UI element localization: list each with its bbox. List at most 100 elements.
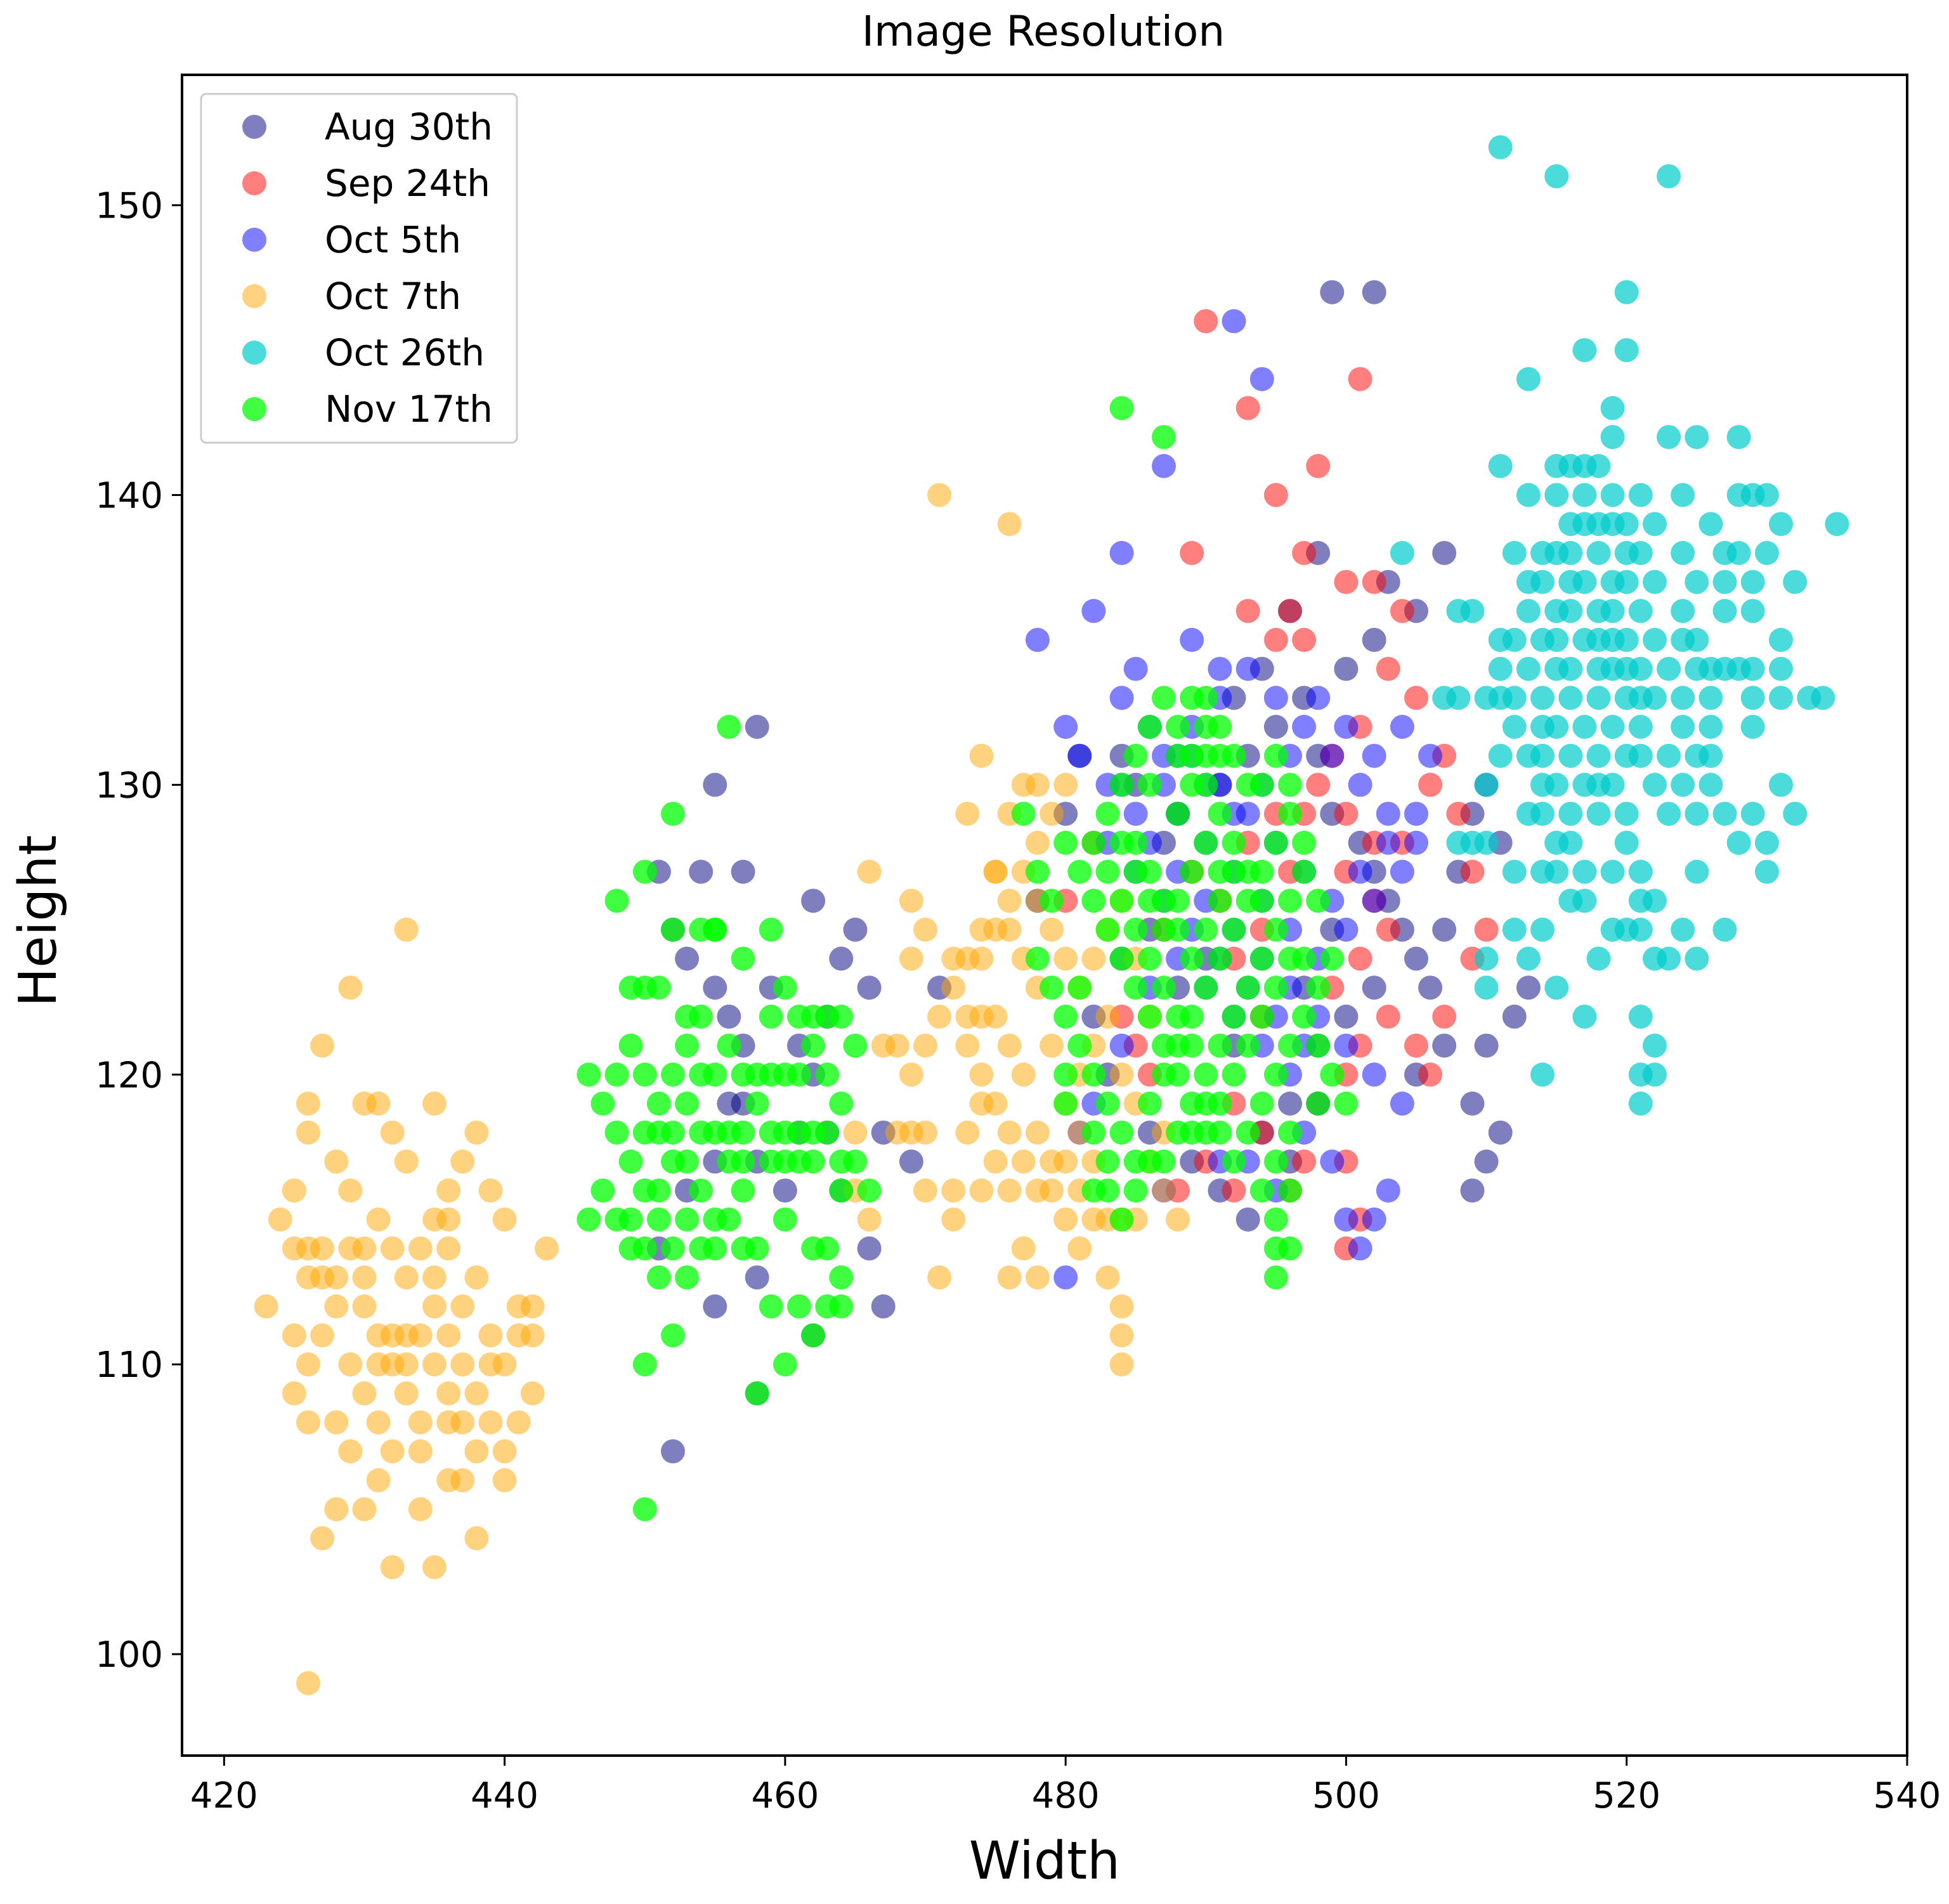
scatter-point <box>731 1178 755 1203</box>
scatter-point <box>1712 570 1737 594</box>
scatter-point <box>1544 859 1569 884</box>
scatter-point <box>1432 540 1457 565</box>
scatter-point <box>703 1294 727 1319</box>
scatter-point <box>1657 743 1681 768</box>
scatter-point <box>1263 1207 1288 1232</box>
scatter-point <box>1095 1149 1120 1174</box>
legend-marker <box>242 228 266 252</box>
scatter-point <box>745 1381 769 1405</box>
scatter-point <box>1474 773 1499 797</box>
scatter-point <box>1109 1323 1134 1348</box>
scatter-point <box>464 1381 489 1405</box>
scatter-point <box>1025 859 1050 884</box>
scatter-point <box>310 1265 335 1290</box>
scatter-point <box>1726 830 1751 855</box>
scatter-point <box>1516 656 1541 681</box>
scatter-point <box>1306 889 1331 913</box>
legend-item: Sep 24th <box>242 162 490 205</box>
scatter-point <box>815 1120 840 1145</box>
scatter-point <box>590 1178 615 1203</box>
scatter-point <box>380 1323 405 1348</box>
y-tick-label: 100 <box>95 1634 163 1676</box>
scatter-point <box>1572 1004 1597 1029</box>
scatter-point <box>1249 367 1274 391</box>
scatter-point <box>478 1178 503 1203</box>
scatter-point <box>661 1323 685 1348</box>
scatter-point <box>1040 1178 1064 1203</box>
scatter-point <box>1053 1207 1078 1232</box>
scatter-point <box>1334 1207 1359 1232</box>
scatter-point <box>1544 483 1569 507</box>
scatter-point <box>1572 338 1597 363</box>
scatter-point <box>1685 425 1709 450</box>
scatter-point <box>1263 686 1288 710</box>
scatter-point <box>1278 599 1302 623</box>
scatter-point <box>1109 540 1134 565</box>
scatter-point <box>632 1352 657 1377</box>
scatter-point <box>520 1381 545 1405</box>
scatter-point <box>1306 1092 1331 1116</box>
scatter-point <box>338 975 363 1000</box>
scatter-point <box>436 1323 461 1348</box>
scatter-point <box>1194 975 1218 1000</box>
scatter-point <box>661 802 685 826</box>
scatter-point <box>1235 396 1260 421</box>
scatter-point <box>338 1236 363 1261</box>
scatter-point <box>1474 975 1499 1000</box>
scatter-point <box>1067 743 1092 768</box>
scatter-point <box>1194 1062 1218 1087</box>
legend-marker <box>242 397 266 421</box>
scatter-point <box>1643 512 1667 537</box>
scatter-point <box>969 1062 994 1087</box>
x-tick-label: 440 <box>471 1775 538 1816</box>
scatter-point <box>1208 1033 1232 1058</box>
scatter-point <box>464 1526 489 1551</box>
scatter-point <box>1474 946 1499 971</box>
x-tick-label: 520 <box>1593 1775 1660 1816</box>
scatter-point <box>1109 1207 1134 1232</box>
scatter-point <box>1180 627 1204 652</box>
scatter-point <box>1222 1178 1246 1203</box>
scatter-point <box>1530 917 1555 942</box>
legend-item: Oct 26th <box>242 331 485 374</box>
scatter-point <box>1614 830 1639 855</box>
scatter-point <box>1783 570 1808 594</box>
scatter-point <box>1306 1033 1331 1058</box>
scatter-point <box>1614 570 1639 594</box>
scatter-point <box>310 1033 335 1058</box>
scatter-point <box>478 1323 503 1348</box>
scatter-point <box>1166 802 1190 826</box>
scatter-point <box>1263 715 1288 739</box>
scatter-point <box>661 1062 685 1087</box>
scatter-point <box>366 1410 391 1435</box>
scatter-point <box>1769 686 1793 710</box>
scatter-point <box>1278 802 1302 826</box>
scatter-point <box>450 1410 475 1435</box>
scatter-point <box>1390 599 1414 623</box>
scatter-point <box>1109 889 1134 913</box>
series-nov-17th <box>577 396 1359 1522</box>
scatter-point <box>1095 859 1120 884</box>
scatter-point <box>1152 1062 1176 1087</box>
scatter-point <box>1362 627 1386 652</box>
scatter-point <box>1095 802 1120 826</box>
scatter-point <box>731 1149 755 1174</box>
scatter-point <box>1263 627 1288 652</box>
scatter-point <box>955 802 980 826</box>
scatter-point <box>1362 975 1386 1000</box>
scatter-point <box>1643 570 1667 594</box>
scatter-point <box>1081 889 1106 913</box>
scatter-point <box>1712 599 1737 623</box>
scatter-point <box>675 1265 700 1290</box>
scatter-point <box>1025 946 1050 971</box>
scatter-point <box>1657 425 1681 450</box>
scatter-point <box>703 917 727 942</box>
scatter-point <box>997 1033 1022 1058</box>
scatter-point <box>1404 1033 1428 1058</box>
scatter-point <box>1095 1178 1120 1203</box>
scatter-point <box>310 1323 335 1348</box>
scatter-point <box>772 1207 797 1232</box>
scatter-point <box>969 743 994 768</box>
scatter-point <box>1109 773 1134 797</box>
scatter-point <box>703 773 727 797</box>
